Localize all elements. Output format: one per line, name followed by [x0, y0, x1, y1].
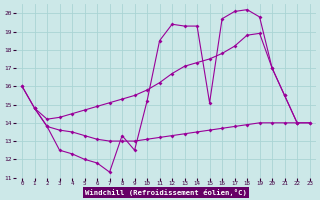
- X-axis label: Windchill (Refroidissement éolien,°C): Windchill (Refroidissement éolien,°C): [85, 189, 247, 196]
